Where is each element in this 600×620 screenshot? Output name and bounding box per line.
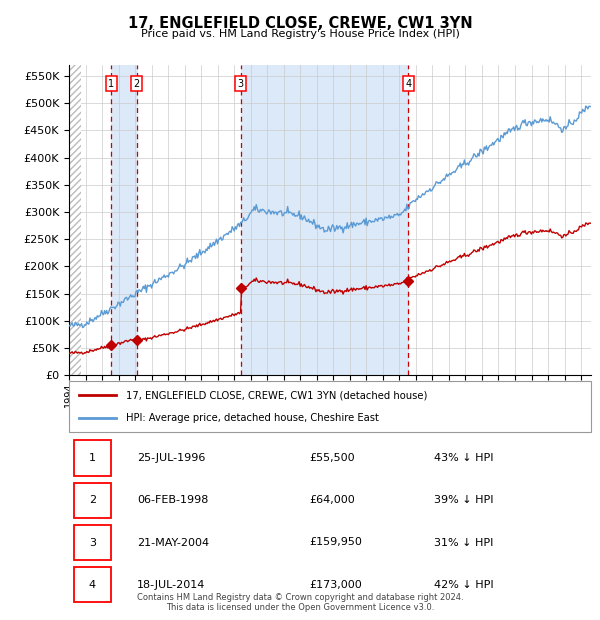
FancyBboxPatch shape bbox=[74, 482, 111, 518]
FancyBboxPatch shape bbox=[74, 525, 111, 560]
Text: 25-JUL-1996: 25-JUL-1996 bbox=[137, 453, 205, 463]
Text: This data is licensed under the Open Government Licence v3.0.: This data is licensed under the Open Gov… bbox=[166, 603, 434, 612]
FancyBboxPatch shape bbox=[74, 567, 111, 603]
Text: 06-FEB-1998: 06-FEB-1998 bbox=[137, 495, 208, 505]
Text: 17, ENGLEFIELD CLOSE, CREWE, CW1 3YN: 17, ENGLEFIELD CLOSE, CREWE, CW1 3YN bbox=[128, 16, 472, 30]
FancyBboxPatch shape bbox=[69, 381, 591, 432]
Text: 31% ↓ HPI: 31% ↓ HPI bbox=[434, 538, 494, 547]
Text: 4: 4 bbox=[89, 580, 96, 590]
Text: £159,950: £159,950 bbox=[309, 538, 362, 547]
Bar bbox=[241, 65, 409, 375]
Text: 43% ↓ HPI: 43% ↓ HPI bbox=[434, 453, 494, 463]
Bar bbox=[112, 65, 137, 375]
Text: £55,500: £55,500 bbox=[309, 453, 355, 463]
Text: 2: 2 bbox=[89, 495, 96, 505]
Text: 18-JUL-2014: 18-JUL-2014 bbox=[137, 580, 205, 590]
Text: Contains HM Land Registry data © Crown copyright and database right 2024.: Contains HM Land Registry data © Crown c… bbox=[137, 593, 463, 602]
Text: 3: 3 bbox=[238, 79, 244, 89]
Text: 1: 1 bbox=[89, 453, 96, 463]
Text: 42% ↓ HPI: 42% ↓ HPI bbox=[434, 580, 494, 590]
Text: 2: 2 bbox=[134, 79, 140, 89]
Text: 3: 3 bbox=[89, 538, 96, 547]
Text: 21-MAY-2004: 21-MAY-2004 bbox=[137, 538, 209, 547]
Text: Price paid vs. HM Land Registry's House Price Index (HPI): Price paid vs. HM Land Registry's House … bbox=[140, 29, 460, 39]
Text: 1: 1 bbox=[109, 79, 115, 89]
Text: 17, ENGLEFIELD CLOSE, CREWE, CW1 3YN (detached house): 17, ENGLEFIELD CLOSE, CREWE, CW1 3YN (de… bbox=[127, 390, 428, 400]
Text: £173,000: £173,000 bbox=[309, 580, 362, 590]
FancyBboxPatch shape bbox=[74, 440, 111, 476]
Text: 39% ↓ HPI: 39% ↓ HPI bbox=[434, 495, 494, 505]
Text: HPI: Average price, detached house, Cheshire East: HPI: Average price, detached house, Ches… bbox=[127, 414, 379, 423]
Text: £64,000: £64,000 bbox=[309, 495, 355, 505]
Text: 4: 4 bbox=[406, 79, 412, 89]
